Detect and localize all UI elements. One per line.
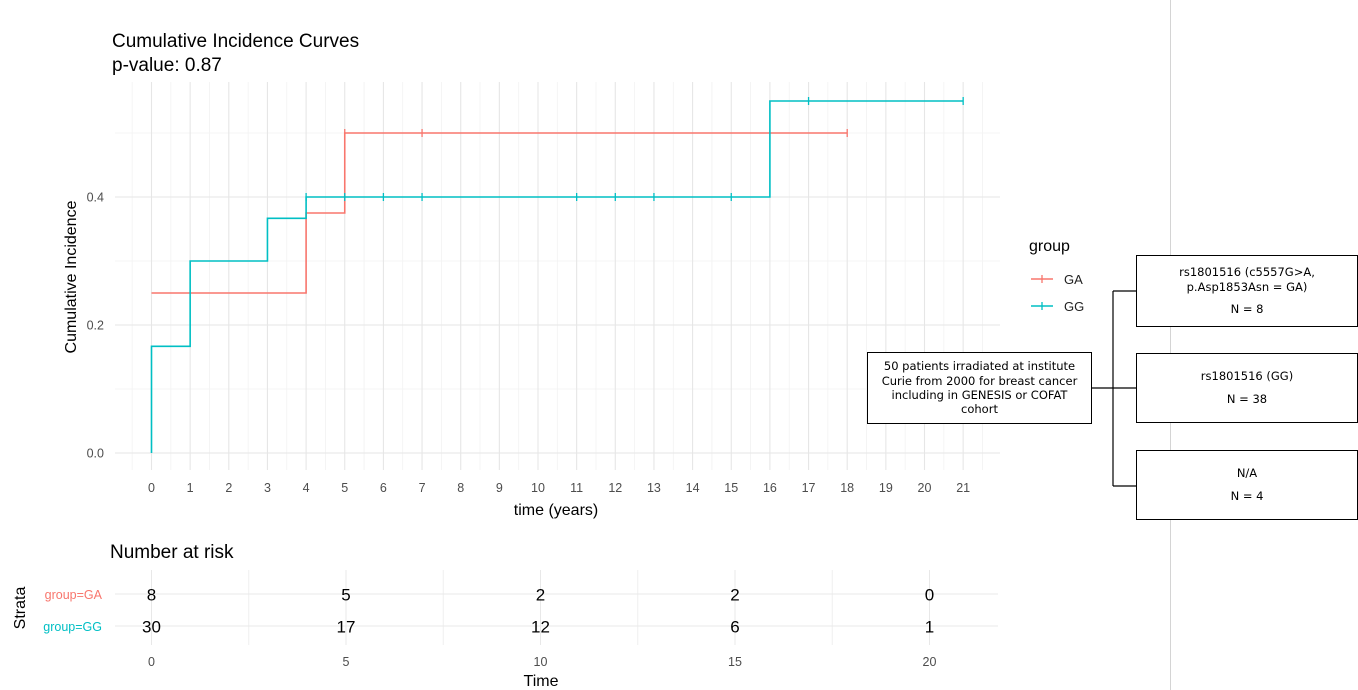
x-axis-label: time (years)	[514, 502, 598, 519]
legend: group GA GG	[1029, 238, 1084, 314]
table-time-tick: 15	[728, 655, 742, 669]
flow-child-count: N = 4	[1230, 489, 1264, 503]
x-tick-label: 3	[264, 481, 271, 495]
table-cell-value: 2	[536, 586, 545, 605]
flow-child-box-na: N/A N = 4	[1136, 450, 1358, 520]
table-cell-value: 2	[730, 586, 739, 605]
flow-root-line: including in GENESIS or COFAT	[891, 388, 1068, 402]
flow-child-line: rs1801516 (GG)	[1200, 369, 1294, 384]
x-tick-label: 10	[531, 481, 545, 495]
y-axis-label: Cumulative Incidence	[63, 200, 80, 353]
chart-title: Cumulative Incidence Curves	[112, 31, 359, 52]
table-cell-value: 0	[925, 586, 934, 605]
table-cell-value: 6	[730, 618, 739, 637]
x-tick-label: 5	[341, 481, 348, 495]
legend-label-GA: GA	[1064, 272, 1083, 287]
table-time-tick: 0	[148, 655, 155, 669]
x-tick-label: 20	[918, 481, 932, 495]
table-row-label: group=GA	[45, 588, 103, 602]
flow-child-count: N = 8	[1230, 302, 1264, 317]
x-tick-label: 14	[686, 481, 700, 495]
x-tick-label: 15	[724, 481, 738, 495]
table-row-label: group=GG	[43, 620, 102, 634]
risk-table-title: Number at risk	[110, 542, 234, 563]
flow-root-line: cohort	[961, 402, 998, 417]
table-cell-value: 8	[147, 586, 156, 605]
flow-root-box: 50 patients irradiated at institute Curi…	[867, 352, 1092, 424]
x-tick-label: 11	[570, 481, 583, 495]
x-tick-label: 8	[457, 481, 464, 495]
legend-title: group	[1029, 238, 1070, 255]
table-time-tick: 20	[923, 655, 937, 669]
table-cell-value: 5	[341, 586, 350, 605]
curve-GA	[151, 132, 848, 294]
table-cell-value: 30	[142, 618, 161, 637]
x-tick-label: 16	[763, 481, 777, 495]
incidence-plot-text: Cumulative Incidence Curves p-value: 0.8…	[63, 31, 598, 519]
flow-child-line: N/A	[1236, 466, 1258, 481]
table-cell-value: 17	[337, 618, 356, 637]
incidence-plot-area: 0 1 2 3 4 5 6 7 8 9 10 11 12 13 14 15 16 17 18 19 20 210.00.2…	[87, 82, 1000, 495]
x-tick-label: 18	[840, 481, 854, 495]
panel-divider	[1170, 0, 1171, 690]
y-tick-label: 0.0	[87, 447, 104, 461]
x-tick-label: 7	[419, 481, 426, 495]
flow-child-box-ga: rs1801516 (c5557G>A, p.Asp1853Asn = GA) …	[1136, 255, 1358, 327]
x-tick-label: 19	[879, 481, 893, 495]
legend-label-GG: GG	[1064, 299, 1084, 314]
flow-connectors	[1092, 290, 1136, 487]
x-tick-label: 12	[608, 481, 622, 495]
x-tick-label: 6	[380, 481, 387, 495]
x-tick-label: 21	[956, 481, 970, 495]
x-tick-label: 4	[303, 481, 310, 495]
y-tick-label: 0.4	[87, 191, 104, 205]
risk-table: Number at risk Strata Time 0 5 10 15 20group…	[12, 542, 998, 690]
risk-table-strata-label: Strata	[12, 587, 29, 630]
flow-root-line: Curie from 2000 for breast cancer	[881, 373, 1078, 388]
flow-child-line: rs1801516 (c5557G>A,	[1179, 264, 1315, 279]
table-cell-value: 12	[531, 618, 550, 637]
x-tick-label: 1	[187, 481, 194, 495]
x-tick-label: 17	[802, 481, 816, 495]
flow-child-box-gg: rs1801516 (GG) N = 38	[1136, 353, 1358, 423]
risk-table-time-label: Time	[524, 673, 559, 690]
table-cell-value: 1	[925, 618, 934, 637]
x-tick-label: 9	[496, 481, 503, 495]
x-tick-label: 2	[225, 481, 232, 495]
table-time-tick: 10	[534, 655, 548, 669]
flow-child-count: N = 38	[1226, 392, 1268, 406]
flow-child-line: p.Asp1853Asn = GA)	[1186, 279, 1308, 294]
x-tick-label: 0	[148, 481, 155, 495]
curve-GG	[150, 100, 964, 453]
flow-root-line: 50 patients irradiated at institute	[883, 359, 1076, 374]
table-time-tick: 5	[343, 655, 350, 669]
y-tick-label: 0.2	[87, 319, 104, 333]
chart-subtitle: p-value: 0.87	[112, 55, 222, 76]
x-tick-label: 13	[647, 481, 661, 495]
